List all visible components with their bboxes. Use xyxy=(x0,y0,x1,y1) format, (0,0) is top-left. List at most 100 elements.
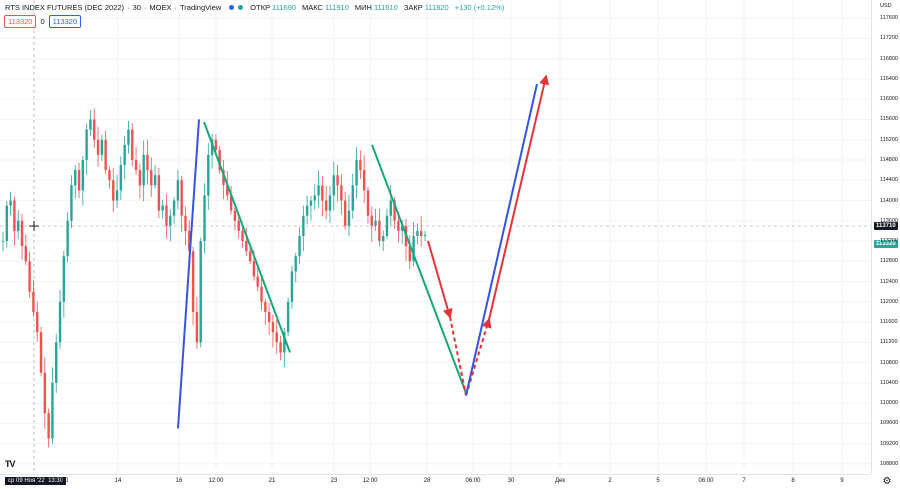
candle-body xyxy=(176,180,180,201)
candle-body xyxy=(89,119,92,130)
candle-body xyxy=(153,175,157,186)
candle-body xyxy=(218,149,221,171)
candle-body xyxy=(70,185,73,221)
buy-button[interactable]: 113320 xyxy=(48,15,82,28)
candle-body xyxy=(412,235,415,262)
chart-grid xyxy=(0,0,871,474)
time-axis[interactable]: ср 09 Ноя '22 13:30 00 14 16 12:00 21 23 12:0… xyxy=(0,474,871,489)
wave-line-blue xyxy=(465,83,538,396)
candle-body xyxy=(74,170,77,186)
candle-body xyxy=(85,129,88,160)
y-tick-label: 114400 xyxy=(880,177,898,184)
candle-body xyxy=(188,230,191,252)
cursor-time-label: ср 09 Ноя '22 13:30 xyxy=(5,477,67,485)
gear-icon[interactable]: ⚙ xyxy=(882,476,892,487)
wave-arrow-red-dashed xyxy=(465,317,492,396)
candle-body xyxy=(275,332,278,343)
candle-body xyxy=(157,175,161,211)
interval-label: 30 xyxy=(132,3,141,12)
candle-body xyxy=(400,225,404,231)
trade-buttons: 113320 0 113320 xyxy=(4,15,82,28)
x-tick-label: 14 xyxy=(114,478,122,484)
wave-line-green xyxy=(371,144,467,394)
candle-body xyxy=(362,170,366,191)
legend-separator: · xyxy=(174,3,178,12)
x-tick-label: 12:00 xyxy=(208,478,224,484)
candle-body xyxy=(248,251,252,262)
y-tick-label: 116000 xyxy=(880,96,898,103)
y-tick-label: 115200 xyxy=(880,136,898,143)
symbol-legend[interactable]: RTS INDEX FUTURES (DEC 2022) · 30 · MOEX… xyxy=(5,3,504,12)
wave-arrow-red xyxy=(427,240,453,319)
candle-body xyxy=(359,160,362,171)
currency-label: USD xyxy=(880,3,892,9)
candle-body xyxy=(127,129,130,145)
candle-body xyxy=(43,372,47,414)
candle-body xyxy=(5,205,9,242)
candle-body xyxy=(408,246,411,262)
close-label: ЗАКР xyxy=(403,3,423,12)
candle-body xyxy=(20,220,24,247)
candle-body xyxy=(222,170,225,186)
candle-body xyxy=(9,200,12,206)
candle-body xyxy=(260,286,263,302)
sell-button[interactable]: 113320 xyxy=(4,15,37,28)
candle-body xyxy=(370,215,373,226)
high-value: 111910 xyxy=(324,3,349,12)
candle-body xyxy=(161,205,164,211)
x-tick-label: 9 xyxy=(840,478,844,484)
wave-arrow-red-dashed xyxy=(449,316,467,396)
candle-body xyxy=(374,220,377,226)
y-tick-label: 112000 xyxy=(880,298,898,305)
wave-line-blue xyxy=(177,119,200,429)
close-value: 111820 xyxy=(424,3,449,12)
x-tick-label: 5 xyxy=(656,478,660,484)
cursor-date: ср 09 Ноя '22 xyxy=(8,478,45,484)
candle-body xyxy=(381,235,385,242)
open-value: 111690 xyxy=(272,3,296,12)
candle-body xyxy=(24,246,28,262)
open-label: ОТКР xyxy=(250,3,271,12)
candle-body xyxy=(286,301,290,333)
candle-body xyxy=(146,154,149,171)
candle-body xyxy=(36,311,39,333)
candle-body xyxy=(28,261,31,292)
candle-body xyxy=(93,119,96,140)
low-value: 111610 xyxy=(373,3,398,12)
candle-body xyxy=(195,311,199,343)
candle-body xyxy=(305,205,309,216)
candle-body xyxy=(96,139,100,155)
wave-line-green xyxy=(203,121,291,353)
symbol-name: RTS INDEX FUTURES (DEC 2022) xyxy=(5,3,125,12)
candle-body xyxy=(47,413,50,439)
candle-body xyxy=(112,180,115,201)
candle-body xyxy=(184,215,187,231)
price-chart[interactable] xyxy=(0,0,871,474)
candle-body xyxy=(313,195,316,201)
x-tick-label: Дек xyxy=(554,478,566,484)
legend-separator: · xyxy=(127,3,130,12)
y-tick-label: 117600 xyxy=(880,15,898,22)
candle-body xyxy=(13,200,16,231)
y-tick-label: 113200 xyxy=(880,238,898,245)
candle-body xyxy=(1,241,5,242)
candle-body xyxy=(283,332,286,353)
x-tick-label: 2 xyxy=(608,478,612,484)
low-label: МИН xyxy=(354,3,372,12)
x-tick-label: 30 xyxy=(507,478,515,484)
candle-body xyxy=(264,301,267,312)
candle-body xyxy=(77,170,81,191)
candle-body xyxy=(294,256,297,272)
candle-body xyxy=(332,175,335,196)
candle-body xyxy=(100,139,104,155)
y-tick-label: 108800 xyxy=(880,460,899,467)
price-axis[interactable]: USD 113710 113320 108800 109200 109600 1100… xyxy=(871,0,900,474)
tradingview-logo-icon[interactable]: TV xyxy=(5,459,15,469)
candle-body xyxy=(351,185,354,211)
candle-body xyxy=(389,200,392,216)
candle-body xyxy=(169,215,172,226)
candle-body xyxy=(226,185,229,196)
change-value: +130 (+0.12%) xyxy=(454,3,505,12)
candle-body xyxy=(66,220,69,257)
